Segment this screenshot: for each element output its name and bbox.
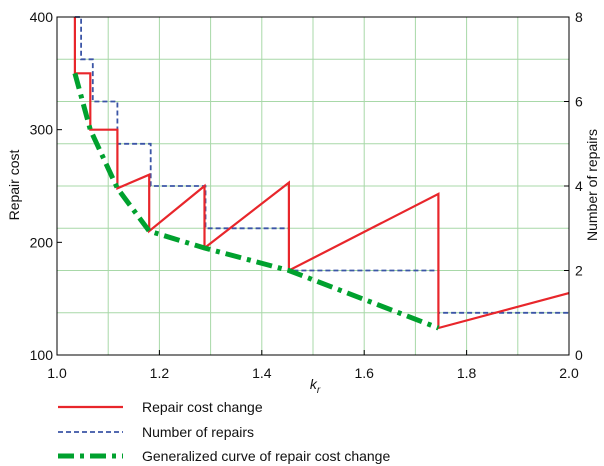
y-tick-label-right: 0 <box>575 347 583 363</box>
grid <box>57 17 569 355</box>
x-axis-label-subscript: r <box>317 385 321 396</box>
x-axis-label: kr <box>310 376 321 396</box>
y-tick-label-left: 300 <box>30 122 54 138</box>
ticks: 1.0 1.2 1.4 1.6 1.8 2.0 100 200 300 400 0 2 4 6 8 <box>30 9 583 381</box>
series-line-number-of-repairs <box>74 16 569 314</box>
x-axis-label-main: k <box>310 376 318 392</box>
x-tick-label: 1.2 <box>150 365 170 381</box>
legend-label: Repair cost change <box>142 399 263 415</box>
y-axis-label-right: Number of repairs <box>584 129 600 241</box>
y-tick-label-right: 6 <box>575 94 583 110</box>
y-tick-label-right: 8 <box>575 9 583 25</box>
legend: Repair cost change Number of repairs Gener… <box>58 399 390 464</box>
legend-label: Generalized curve of repair cost change <box>142 448 390 464</box>
x-tick-label: 1.6 <box>354 365 374 381</box>
x-tick-label: 2.0 <box>559 365 579 381</box>
legend-label: Number of repairs <box>142 424 254 440</box>
series-line-repair-cost-change <box>73 17 570 330</box>
y-tick-label-left: 400 <box>30 9 54 25</box>
series-line-generalized-curve-of-repair-cost-change <box>72 72 440 331</box>
y-tick-label-right: 4 <box>575 178 583 194</box>
y-tick-label-left: 100 <box>30 347 54 363</box>
y-tick-label-right: 2 <box>575 263 583 279</box>
y-axis-label-left: Repair cost <box>6 149 22 220</box>
x-tick-label: 1.8 <box>457 365 477 381</box>
x-tick-label: 1.4 <box>252 365 272 381</box>
series-layer <box>72 16 570 331</box>
y-tick-label-left: 200 <box>30 234 54 250</box>
x-tick-label: 1.0 <box>47 365 67 381</box>
